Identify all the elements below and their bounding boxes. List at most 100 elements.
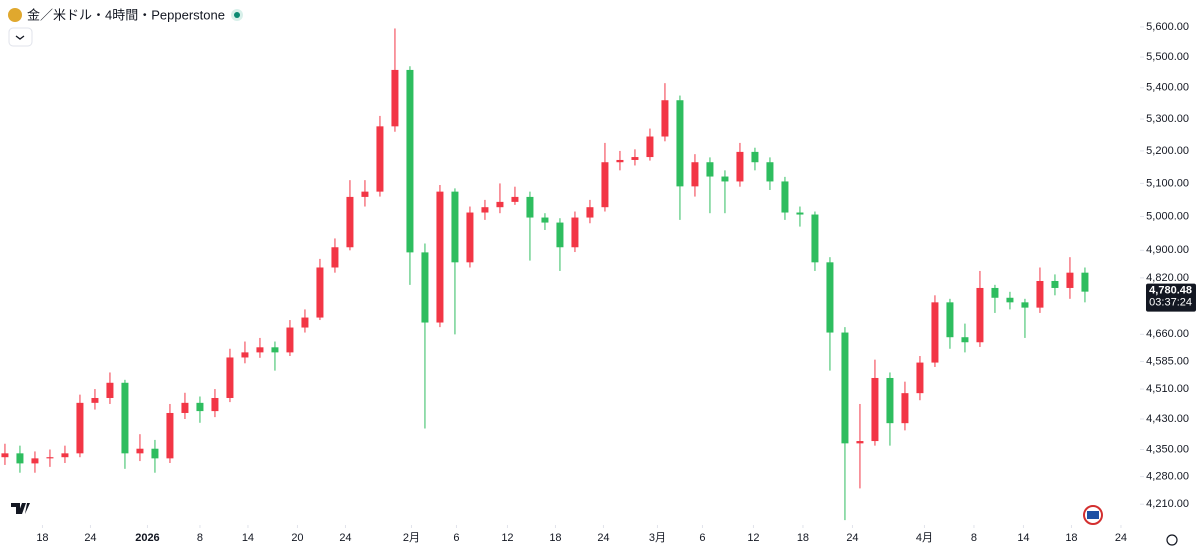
candle-body xyxy=(616,159,624,163)
candle-body xyxy=(796,212,804,215)
candle-body xyxy=(946,302,954,338)
candle-body xyxy=(931,302,939,363)
y-tick-label: 5,300.00 xyxy=(1146,113,1189,125)
candle-body xyxy=(451,191,459,263)
candle-body xyxy=(661,100,669,137)
candle-body xyxy=(526,196,534,218)
candle-body xyxy=(961,337,969,343)
candle-body xyxy=(346,196,354,248)
candle-body xyxy=(856,441,864,444)
candle-body xyxy=(91,397,99,403)
x-tick-label: 2月 xyxy=(403,532,420,544)
candle-body xyxy=(991,287,999,298)
candle-body xyxy=(646,136,654,158)
y-tick-label: 4,820.00 xyxy=(1146,272,1189,284)
candle-body xyxy=(361,191,369,197)
candle-body xyxy=(166,412,174,459)
flag-icon-inner xyxy=(1087,511,1099,519)
candle-body xyxy=(151,448,159,459)
candle-body xyxy=(76,402,84,454)
x-tick-label: 18 xyxy=(1065,532,1077,544)
x-tick-label: 12 xyxy=(747,532,759,544)
candle-body xyxy=(496,201,504,208)
candle-body xyxy=(1066,272,1074,288)
candle-body xyxy=(556,222,564,248)
x-tick-label: 14 xyxy=(242,532,254,544)
candle-body xyxy=(871,377,879,442)
chart-title: 金／米ドル・4時間・Pepperstone xyxy=(27,7,225,22)
last-price-box xyxy=(1146,283,1196,312)
candle-body xyxy=(46,457,54,459)
last-price-label: 4,780.48 xyxy=(1149,285,1192,297)
candle-body xyxy=(376,126,384,192)
y-tick-label: 4,510.00 xyxy=(1146,383,1189,395)
candle-body xyxy=(331,247,339,268)
x-tick-label: 18 xyxy=(549,532,561,544)
symbol-logo xyxy=(8,8,22,22)
candle-body xyxy=(721,176,729,182)
candle-body xyxy=(631,157,639,160)
candle-body xyxy=(421,252,429,323)
settings-icon[interactable] xyxy=(1166,534,1178,546)
y-tick-label: 4,210.00 xyxy=(1146,498,1189,510)
candle-body xyxy=(751,151,759,163)
x-tick-label: 4月 xyxy=(916,532,933,544)
candle-body xyxy=(1051,280,1059,288)
y-tick-label: 4,585.00 xyxy=(1146,355,1189,367)
y-tick-label: 4,430.00 xyxy=(1146,413,1189,425)
candle-body xyxy=(106,382,114,398)
x-tick-label: 8 xyxy=(197,532,203,544)
x-tick-label: 20 xyxy=(291,532,303,544)
y-tick-label: 5,100.00 xyxy=(1146,177,1189,189)
y-tick-label: 5,400.00 xyxy=(1146,82,1189,94)
x-tick-label: 18 xyxy=(797,532,809,544)
candle-body xyxy=(916,362,924,394)
candle-body xyxy=(676,100,684,187)
candle-body xyxy=(736,151,744,182)
candle-body xyxy=(481,207,489,213)
candle-body xyxy=(766,162,774,182)
candle-body xyxy=(571,217,579,248)
candle-body xyxy=(31,458,39,464)
candle-body xyxy=(241,352,249,358)
collapse-button[interactable] xyxy=(8,27,33,47)
y-tick-label: 5,200.00 xyxy=(1146,145,1189,157)
plot-area xyxy=(1,28,1089,521)
x-tick-label: 24 xyxy=(1115,532,1127,544)
x-tick-label: 14 xyxy=(1017,532,1029,544)
x-tick-label: 18 xyxy=(36,532,48,544)
candle-body xyxy=(16,453,24,464)
candle-body xyxy=(121,382,129,454)
y-tick-label: 4,660.00 xyxy=(1146,328,1189,340)
x-tick-label: 12 xyxy=(501,532,513,544)
x-tick-label: 6 xyxy=(453,532,459,544)
x-tick-label: 8 xyxy=(971,532,977,544)
candle-body xyxy=(541,217,549,223)
candle-body xyxy=(181,402,189,413)
candle-body xyxy=(811,214,819,263)
candle-body xyxy=(436,191,444,323)
y-tick-label: 4,900.00 xyxy=(1146,244,1189,256)
candle-body xyxy=(226,357,234,398)
candle-body xyxy=(271,347,279,353)
candle-body xyxy=(61,453,69,458)
candle-body xyxy=(301,317,309,328)
tradingview-logo[interactable] xyxy=(11,503,30,514)
candle-body xyxy=(886,377,894,424)
candle-body xyxy=(391,69,399,127)
candle-body xyxy=(466,212,474,263)
candle-body xyxy=(976,287,984,343)
x-tick-label: 3月 xyxy=(649,532,666,544)
candle-body xyxy=(901,393,909,424)
candle-body xyxy=(781,181,789,213)
candle-body xyxy=(256,347,264,353)
status-dot xyxy=(234,12,240,18)
candle-body xyxy=(1,453,9,458)
x-tick-label: 2026 xyxy=(135,532,159,544)
candle-body xyxy=(586,207,594,218)
axes: 5,600.00 5,500.00 5,400.00 5,300.00 5,200.00… xyxy=(36,21,1196,544)
y-tick-label: 5,600.00 xyxy=(1146,21,1189,33)
x-tick-label: 24 xyxy=(597,532,609,544)
